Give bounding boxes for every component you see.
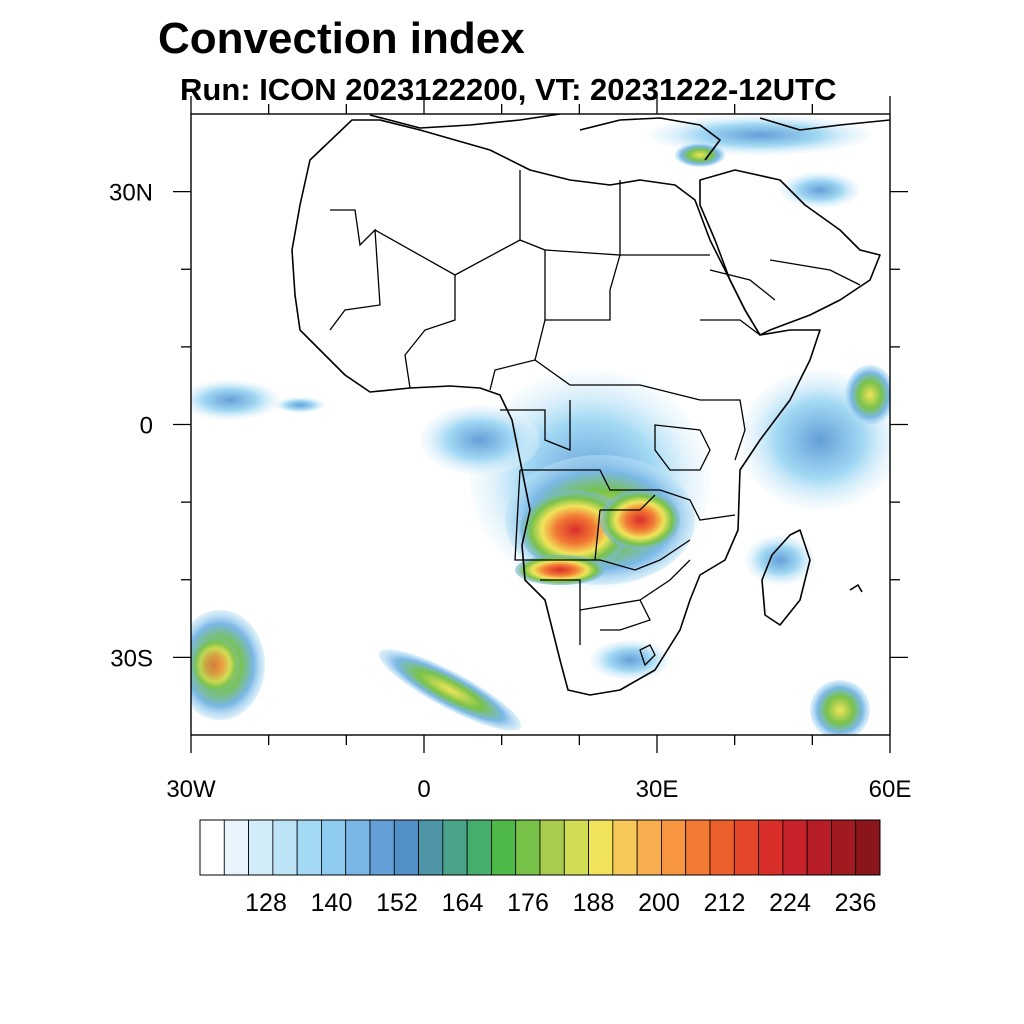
colorbar-swatch (661, 819, 687, 876)
country-borders (329, 170, 861, 667)
colorbar-label: 164 (442, 889, 484, 917)
colorbar-swatch (612, 819, 638, 876)
chart-title: Convection index (158, 14, 525, 63)
colorbar-swatch (636, 819, 662, 876)
colorbar-swatch (806, 819, 832, 876)
colorbar-swatch (272, 819, 298, 876)
colorbar-swatch (418, 819, 444, 876)
colorbar-swatch (782, 819, 808, 876)
colorbar-swatch (831, 819, 857, 876)
colorbar-swatch (491, 819, 517, 876)
colorbar-swatch (758, 819, 784, 876)
colorbar-swatch (466, 819, 492, 876)
lon-tick-label: 30W (166, 776, 216, 803)
lat-tick-label: 30N (109, 180, 153, 207)
colorbar-swatch (588, 819, 614, 876)
lon-tick-label: 30E (636, 776, 679, 803)
colorbar-swatch (855, 819, 881, 876)
colorbar-swatch (345, 819, 371, 876)
lon-tick-label: 60E (869, 776, 912, 803)
lat-tick-label: 0 (140, 413, 153, 440)
colorbar-swatch (539, 819, 565, 876)
colorbar-swatch (563, 819, 589, 876)
colorbar-swatch (248, 819, 274, 876)
colorbar-label: 128 (245, 889, 287, 917)
colorbar-swatch (709, 819, 735, 876)
colorbar-swatch (515, 819, 541, 876)
colorbar-swatch (369, 819, 395, 876)
colorbar-label: 236 (835, 889, 877, 917)
colorbar-label: 176 (507, 889, 549, 917)
colorbar (199, 819, 881, 876)
colorbar-label: 224 (769, 889, 811, 917)
colorbar-swatch (393, 819, 419, 876)
colorbar-label: 140 (311, 889, 353, 917)
longitude-axis: 30W 0 30E 60E (166, 96, 911, 803)
colorbar-label: 212 (704, 889, 746, 917)
colorbar-swatch (321, 819, 347, 876)
lon-tick-label: 0 (417, 776, 430, 803)
colorbar-swatch (685, 819, 711, 876)
colorbar-swatch (442, 819, 468, 876)
colorbar-label: 188 (573, 889, 615, 917)
colorbar-frame (199, 819, 881, 876)
colorbar-swatch (199, 819, 225, 876)
convection-field (191, 115, 890, 735)
colorbar-label: 152 (376, 889, 418, 917)
lat-tick-label: 30S (110, 645, 153, 672)
colorbar-swatch (733, 819, 759, 876)
colorbar-swatch (223, 819, 249, 876)
colorbar-swatch (296, 819, 322, 876)
colorbar-labels: 128 140 152 164 176 188 200 212 224 236 (245, 889, 876, 917)
latitude-axis: 30N 0 30S (109, 180, 908, 672)
colorbar-label: 200 (638, 889, 680, 917)
coastlines (291, 114, 890, 696)
chart-subtitle: Run: ICON 2023122200, VT: 20231222-12UTC (180, 72, 837, 107)
